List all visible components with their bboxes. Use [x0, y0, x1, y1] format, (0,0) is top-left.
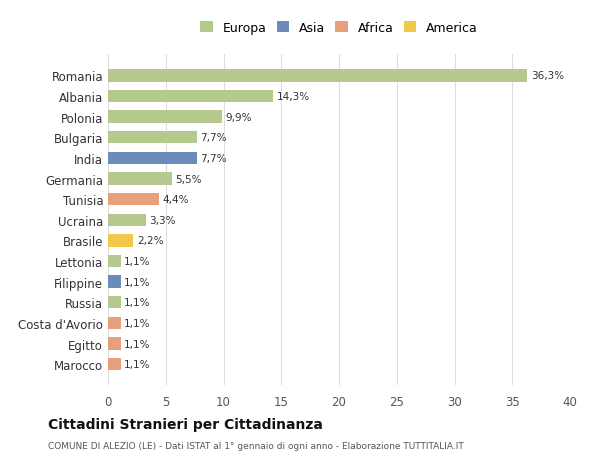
Text: 4,4%: 4,4% — [162, 195, 189, 205]
Text: 7,7%: 7,7% — [200, 154, 227, 163]
Bar — [108, 297, 121, 309]
Legend: Europa, Asia, Africa, America: Europa, Asia, Africa, America — [196, 18, 482, 39]
Bar — [108, 317, 121, 330]
Text: 1,1%: 1,1% — [124, 277, 151, 287]
Text: 1,1%: 1,1% — [124, 297, 151, 308]
Bar — [108, 70, 527, 83]
Text: 1,1%: 1,1% — [124, 257, 151, 267]
Bar — [108, 358, 121, 370]
Text: 36,3%: 36,3% — [531, 71, 564, 81]
Bar — [108, 111, 223, 123]
Bar — [108, 132, 197, 144]
Bar — [108, 338, 121, 350]
Bar — [108, 194, 159, 206]
Text: 9,9%: 9,9% — [226, 112, 253, 123]
Text: 14,3%: 14,3% — [277, 92, 310, 102]
Bar — [108, 235, 133, 247]
Text: Cittadini Stranieri per Cittadinanza: Cittadini Stranieri per Cittadinanza — [48, 418, 323, 431]
Text: 1,1%: 1,1% — [124, 339, 151, 349]
Bar — [108, 91, 273, 103]
Text: 2,2%: 2,2% — [137, 236, 163, 246]
Bar — [108, 214, 146, 226]
Bar — [108, 173, 172, 185]
Text: 3,3%: 3,3% — [149, 215, 176, 225]
Text: 7,7%: 7,7% — [200, 133, 227, 143]
Bar — [108, 276, 121, 288]
Text: 1,1%: 1,1% — [124, 318, 151, 328]
Text: 5,5%: 5,5% — [175, 174, 202, 184]
Bar — [108, 255, 121, 268]
Text: 1,1%: 1,1% — [124, 359, 151, 369]
Bar — [108, 152, 197, 165]
Text: COMUNE DI ALEZIO (LE) - Dati ISTAT al 1° gennaio di ogni anno - Elaborazione TUT: COMUNE DI ALEZIO (LE) - Dati ISTAT al 1°… — [48, 441, 464, 450]
